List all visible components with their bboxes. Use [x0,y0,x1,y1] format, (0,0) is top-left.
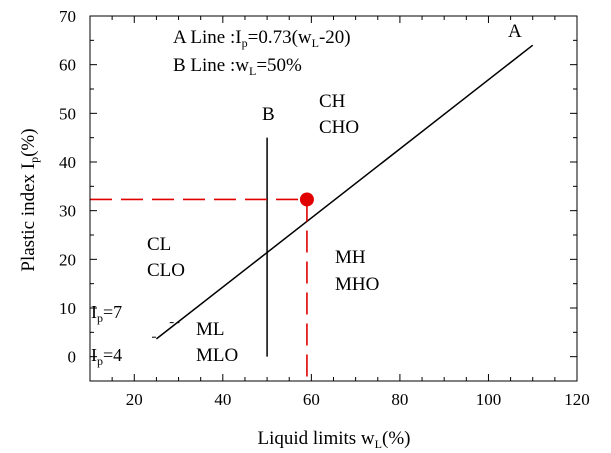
label-mh: MH [335,247,366,268]
y-axis-label: Plastic index Ip(%) [18,128,41,271]
x-tick-label: 20 [126,390,143,409]
x-axis-label: Liquid limits wL(%) [257,428,410,451]
y-tick-label: 0 [68,348,77,367]
y-tick-label: 70 [59,7,76,26]
y-tick-label: 10 [59,299,76,318]
x-ticks: 20 40 60 80 100 120 [89,16,590,409]
x-tick-label: 40 [214,390,231,409]
label-cl: CL [147,234,171,255]
x-tick-label: 120 [564,390,590,409]
series-line-a [155,44,534,340]
legend-b-line: B Line :wL=50% [173,55,302,78]
legend-a-line: A Line :Ip=0.73(wL-20) [173,27,351,50]
label-a-line: A [508,21,522,42]
label-cho: CHO [319,117,359,138]
x-tick-label: 80 [391,390,408,409]
label-mlo: MLO [196,345,238,366]
y-ticks: 0 10 20 30 40 50 60 70 [59,7,577,367]
x-tick-label: 60 [303,390,320,409]
label-ch: CH [319,91,346,112]
plot-frame [89,15,578,382]
y-tick-label: 50 [59,104,76,123]
y-tick-label: 30 [59,202,76,221]
label-clo: CLO [147,260,185,281]
label-ip7: Ip=7 [91,302,122,325]
y-tick-label: 20 [59,250,76,269]
label-ml: ML [196,319,225,340]
series-layer [90,44,534,381]
label-mho: MHO [335,274,379,295]
x-tick-label: 100 [476,390,502,409]
axes-layer [89,15,578,382]
y-tick-label: 60 [59,56,76,75]
label-b-line: B [262,104,275,125]
y-tick-label: 40 [59,153,76,172]
data-point-marker [299,192,314,207]
label-ip4: Ip=4 [91,345,122,368]
